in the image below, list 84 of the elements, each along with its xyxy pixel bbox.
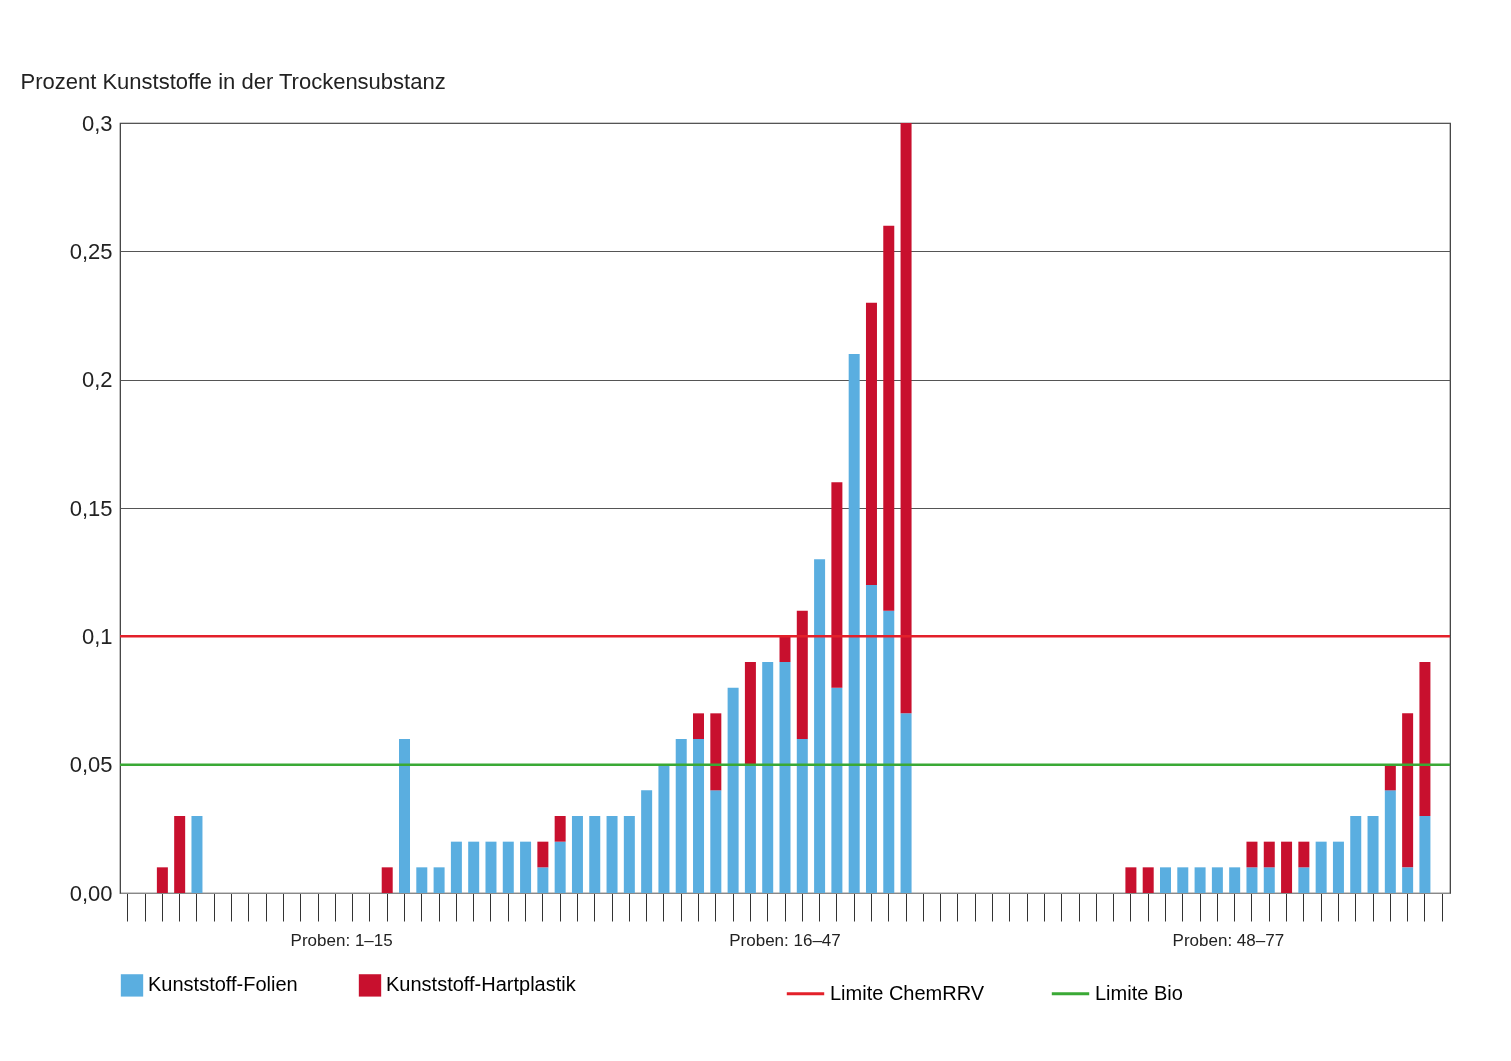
y-tick-label: 0,00 bbox=[69, 880, 113, 906]
bar bbox=[485, 841, 497, 893]
bar bbox=[1298, 841, 1310, 868]
bar bbox=[1263, 867, 1275, 893]
bar bbox=[502, 841, 514, 893]
bar bbox=[744, 662, 756, 765]
bar bbox=[468, 841, 480, 893]
y-tick-label: 0,05 bbox=[69, 752, 113, 778]
bar bbox=[693, 713, 705, 739]
y-tick-label: 0,2 bbox=[81, 367, 113, 393]
bar bbox=[1246, 867, 1258, 893]
legend-label: Kunststoff-Hartplastik bbox=[386, 973, 577, 996]
bar bbox=[727, 687, 739, 893]
bar bbox=[1159, 867, 1171, 893]
bar bbox=[399, 739, 411, 893]
legend-label: Limite ChemRRV bbox=[830, 981, 985, 1004]
bar bbox=[1177, 867, 1189, 893]
bar bbox=[1315, 841, 1327, 893]
bar bbox=[796, 739, 808, 893]
bar bbox=[796, 610, 808, 739]
bar bbox=[865, 585, 877, 893]
bar bbox=[1402, 713, 1414, 868]
bar bbox=[537, 841, 549, 868]
y-tick-label: 0,3 bbox=[81, 110, 113, 136]
bar bbox=[1125, 867, 1137, 893]
bar bbox=[450, 841, 462, 893]
bar bbox=[1298, 867, 1310, 893]
bar bbox=[658, 764, 670, 893]
text: Proben: 16–47 bbox=[729, 931, 841, 950]
legend-label: Kunststoff-Folien bbox=[148, 973, 298, 996]
y-axis-title: Prozent Kunststoffe in der Trockensubstanz bbox=[20, 68, 446, 94]
bar bbox=[416, 867, 428, 893]
bar bbox=[900, 123, 912, 714]
text: Proben: 48–77 bbox=[1172, 931, 1285, 950]
bar bbox=[1402, 867, 1414, 893]
bar bbox=[554, 841, 566, 893]
bar bbox=[571, 816, 583, 893]
y-tick-label: 0,25 bbox=[69, 238, 113, 264]
bar bbox=[1350, 816, 1362, 893]
bar bbox=[883, 610, 895, 893]
bar bbox=[1367, 816, 1379, 893]
bar bbox=[883, 225, 895, 611]
bar bbox=[156, 867, 168, 893]
bar bbox=[623, 816, 635, 893]
bar bbox=[174, 816, 186, 893]
y-tick-label: 0,15 bbox=[69, 495, 113, 521]
bar bbox=[710, 790, 722, 893]
bar bbox=[1281, 841, 1293, 893]
bar bbox=[589, 816, 601, 893]
bar bbox=[1194, 867, 1206, 893]
bar bbox=[1419, 816, 1431, 893]
bar bbox=[1384, 790, 1396, 893]
bar bbox=[744, 764, 756, 893]
bar bbox=[1229, 867, 1241, 893]
bar bbox=[1384, 764, 1396, 791]
bar bbox=[1211, 867, 1223, 893]
bar bbox=[554, 816, 566, 842]
bar bbox=[1246, 841, 1258, 868]
bar bbox=[381, 867, 393, 893]
bar bbox=[831, 687, 843, 893]
bar bbox=[675, 739, 687, 893]
bar bbox=[1419, 662, 1431, 816]
bar bbox=[762, 662, 774, 893]
bar bbox=[779, 636, 791, 662]
legend-label: Limite Bio bbox=[1095, 981, 1183, 1004]
y-tick-label: 0,1 bbox=[81, 623, 113, 649]
bar bbox=[641, 790, 653, 893]
bar bbox=[433, 867, 445, 893]
bar bbox=[865, 302, 877, 585]
bar bbox=[606, 816, 618, 893]
bar bbox=[1263, 841, 1275, 868]
bar bbox=[693, 739, 705, 893]
bar bbox=[520, 841, 532, 893]
bar bbox=[831, 482, 843, 688]
bar bbox=[191, 816, 203, 893]
text: Proben: 1–15 bbox=[290, 931, 393, 950]
bar bbox=[779, 662, 791, 893]
bar bbox=[537, 867, 549, 893]
bar bbox=[848, 354, 860, 893]
bar bbox=[1142, 867, 1154, 893]
bar bbox=[710, 713, 722, 791]
bar bbox=[814, 559, 826, 893]
bar bbox=[1332, 841, 1344, 893]
bar bbox=[900, 713, 912, 893]
